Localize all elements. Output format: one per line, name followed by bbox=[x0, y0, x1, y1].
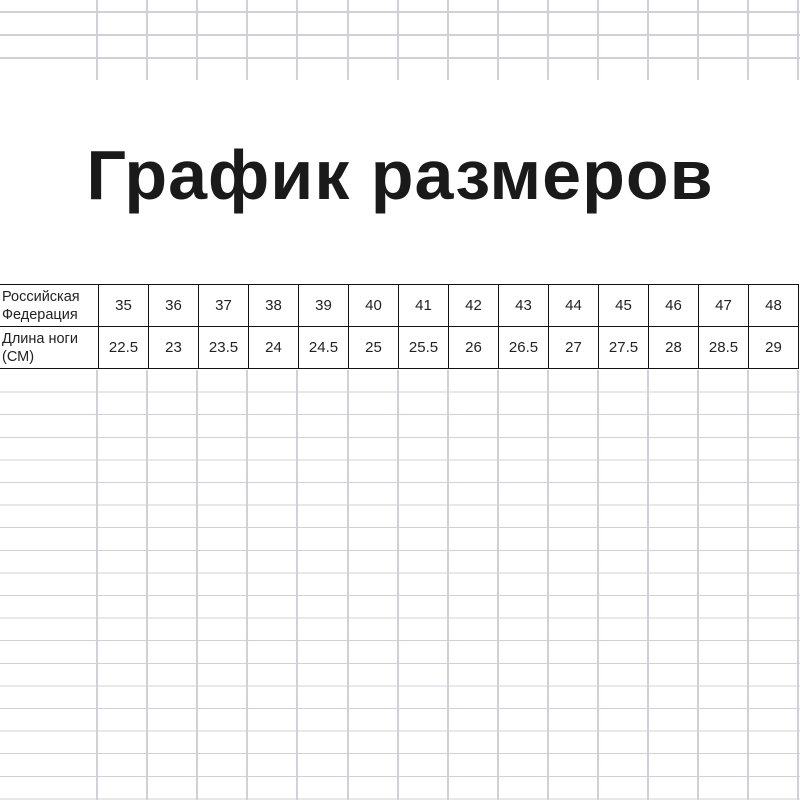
size-chart-table: Российская Федерация 35 36 37 38 39 40 41 42 43 44… bbox=[0, 284, 799, 369]
grid-column-line bbox=[446, 370, 449, 800]
grid-column-line bbox=[96, 0, 98, 80]
table-cell: 39 bbox=[298, 284, 349, 327]
table-cell: 23 bbox=[148, 326, 199, 369]
table-row: Российская Федерация 35 36 37 38 39 40 41 42 43 44… bbox=[0, 284, 799, 327]
row-header: Российская Федерация bbox=[0, 284, 99, 327]
table-cell: 25.5 bbox=[398, 326, 449, 369]
table-cell: 35 bbox=[98, 284, 149, 327]
grid-column-line bbox=[446, 0, 449, 80]
grid-column-line bbox=[697, 0, 700, 80]
table-cell: 37 bbox=[198, 284, 249, 327]
grid-column-line bbox=[546, 0, 549, 80]
page-title: График размеров bbox=[86, 136, 714, 214]
table-cell: 24.5 bbox=[298, 326, 349, 369]
grid-column-line bbox=[797, 370, 800, 800]
grid-column-line bbox=[96, 370, 98, 800]
grid-column-line bbox=[597, 370, 599, 800]
spreadsheet-grid-top bbox=[0, 0, 800, 80]
spreadsheet-grid-bottom bbox=[0, 370, 800, 800]
table-cell: 40 bbox=[348, 284, 399, 327]
grid-column-line bbox=[697, 370, 700, 800]
table-cell: 25 bbox=[348, 326, 399, 369]
table-cell: 36 bbox=[148, 284, 199, 327]
table-row: Длина ноги (СМ) 22.5 23 23.5 24 24.5 25 25.5 26 2… bbox=[0, 326, 799, 369]
table-cell: 41 bbox=[398, 284, 449, 327]
grid-column-line bbox=[747, 0, 750, 80]
grid-column-line bbox=[146, 370, 149, 800]
grid-column-line bbox=[647, 370, 650, 800]
grid-column-line bbox=[496, 370, 499, 800]
grid-column-line bbox=[246, 370, 249, 800]
table-cell: 42 bbox=[448, 284, 499, 327]
table-cell: 44 bbox=[548, 284, 599, 327]
table-cell: 46 bbox=[648, 284, 699, 327]
grid-column-line bbox=[496, 0, 499, 80]
row-header: Длина ноги (СМ) bbox=[0, 326, 99, 369]
table-cell: 22.5 bbox=[98, 326, 149, 369]
table-cell: 27 bbox=[548, 326, 599, 369]
table-cell: 26 bbox=[448, 326, 499, 369]
grid-column-line bbox=[747, 370, 750, 800]
grid-column-line bbox=[346, 0, 349, 80]
grid-column-line bbox=[296, 0, 299, 80]
table-cell: 27.5 bbox=[598, 326, 649, 369]
table-cell: 28 bbox=[648, 326, 699, 369]
grid-column-line bbox=[246, 0, 249, 80]
table-cell: 26.5 bbox=[498, 326, 549, 369]
grid-column-line bbox=[196, 0, 199, 80]
table-cell: 23.5 bbox=[198, 326, 249, 369]
grid-column-line bbox=[647, 0, 650, 80]
table-cell: 45 bbox=[598, 284, 649, 327]
table-cell: 38 bbox=[248, 284, 299, 327]
grid-column-line bbox=[396, 370, 399, 800]
table-cell: 48 bbox=[748, 284, 799, 327]
grid-column-line bbox=[396, 0, 399, 80]
grid-column-line bbox=[546, 370, 549, 800]
table-cell: 24 bbox=[248, 326, 299, 369]
grid-column-line bbox=[797, 0, 800, 80]
grid-column-line bbox=[146, 0, 149, 80]
table-cell: 29 bbox=[748, 326, 799, 369]
table-cell: 28.5 bbox=[698, 326, 749, 369]
grid-column-line bbox=[296, 370, 299, 800]
grid-column-line bbox=[597, 0, 599, 80]
grid-column-line bbox=[196, 370, 199, 800]
table-cell: 43 bbox=[498, 284, 549, 327]
grid-column-line bbox=[346, 370, 349, 800]
table-cell: 47 bbox=[698, 284, 749, 327]
